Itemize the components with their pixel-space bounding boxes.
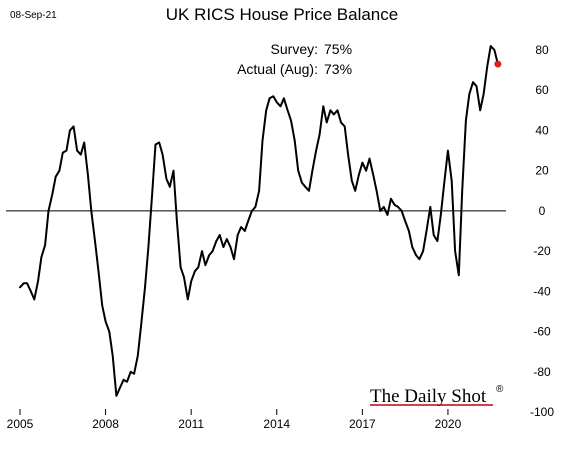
x-tick-label: 2005 [7, 417, 34, 431]
y-tick-label: 80 [535, 43, 549, 57]
x-tick-label: 2014 [263, 417, 290, 431]
series-line [19, 45, 499, 397]
x-tick-label: 2020 [435, 417, 462, 431]
y-tick-label: 40 [535, 123, 549, 137]
y-tick-label: -100 [530, 405, 554, 419]
chart-title: UK RICS House Price Balance [166, 5, 398, 24]
brand-logo: The Daily Shot ® [370, 384, 504, 407]
survey-label: Survey: [271, 41, 318, 57]
x-tick-label: 2011 [178, 417, 204, 431]
y-tick-label: 60 [535, 83, 549, 97]
y-tick-label: -40 [533, 284, 551, 298]
y-tick-label: -20 [533, 244, 551, 258]
date-label: 08-Sep-21 [10, 10, 57, 21]
brand-registered-mark: ® [496, 384, 504, 395]
x-axis: 2005 2008 2011 2014 2017 2020 [7, 409, 462, 431]
brand-name: The Daily Shot [370, 386, 487, 407]
latest-value-marker [494, 60, 502, 68]
y-tick-label: 20 [535, 164, 549, 178]
y-tick-label: -80 [533, 365, 551, 379]
actual-label: Actual (Aug): [237, 61, 318, 77]
y-tick-label: 0 [539, 204, 546, 218]
x-tick-label: 2017 [349, 417, 376, 431]
y-axis: 80 60 40 20 0 -20 -40 -60 -80 -100 [530, 43, 554, 419]
series-layer [6, 45, 506, 397]
y-tick-label: -60 [533, 325, 551, 339]
actual-value: 73% [324, 61, 352, 77]
x-tick-label: 2008 [92, 417, 119, 431]
survey-value: 75% [324, 41, 352, 57]
